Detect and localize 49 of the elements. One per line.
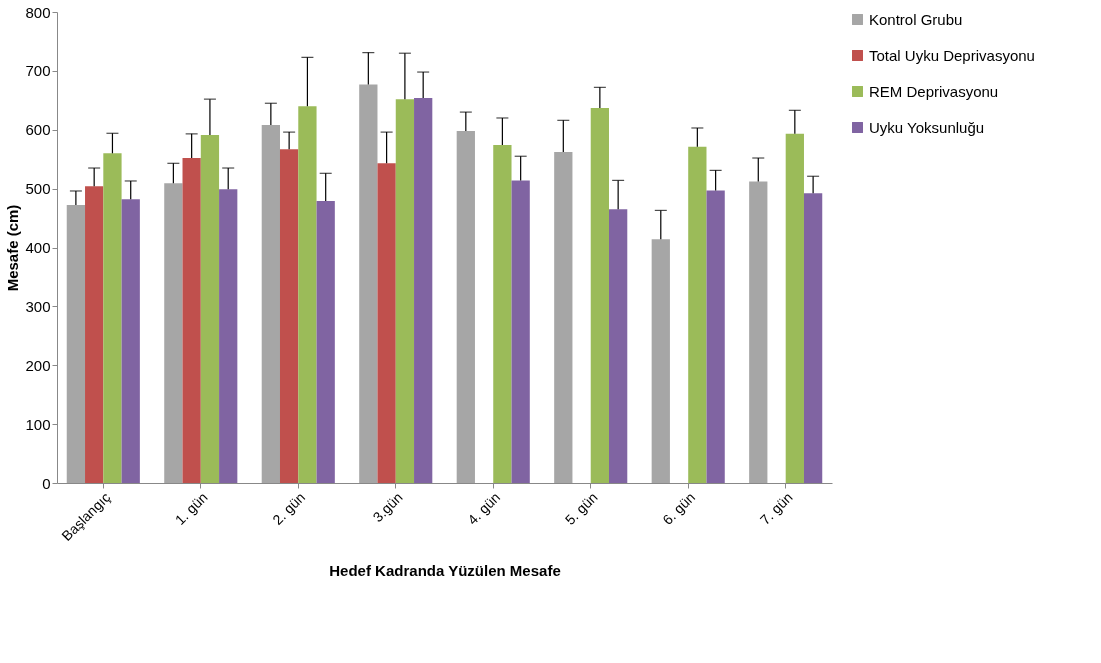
bar	[219, 189, 238, 483]
bar	[261, 125, 280, 483]
y-tick-label: 700	[25, 62, 51, 80]
legend-label: Uyku Yoksunluğu	[869, 118, 985, 136]
bar	[609, 209, 628, 483]
x-tick-label: 5. gün	[561, 489, 601, 528]
bar	[706, 190, 725, 483]
y-tick-label: 600	[25, 121, 51, 139]
x-tick-label: 2. gün	[269, 489, 309, 528]
y-tick-label: 100	[25, 415, 51, 433]
bar	[590, 107, 609, 483]
bar	[359, 84, 378, 483]
bar	[182, 158, 201, 483]
y-tick-label: 0	[42, 474, 51, 492]
bar	[688, 146, 707, 483]
x-axis-title: Hedef Kadranda Yüzülen Mesafe	[329, 561, 561, 579]
bar	[456, 130, 475, 483]
bar	[803, 193, 823, 483]
legend-label: REM Deprivasyonu	[869, 82, 999, 100]
bar	[121, 199, 140, 483]
bar	[85, 186, 104, 483]
y-tick-label: 500	[25, 180, 51, 198]
bar	[511, 180, 530, 483]
x-tick-label: 4. gün	[464, 489, 504, 528]
bar	[749, 181, 768, 483]
y-tick-label: 800	[25, 3, 51, 21]
y-tick-label: 300	[25, 297, 51, 315]
y-tick-label: 400	[25, 239, 51, 256]
bar	[554, 152, 573, 483]
bar	[651, 239, 670, 483]
legend-label: Kontrol Grubu	[869, 10, 963, 28]
x-tick-label: 6. gün	[659, 489, 699, 528]
bar	[785, 133, 804, 483]
y-axis-title: Mesafe (cm)	[4, 204, 22, 292]
bar	[493, 145, 512, 483]
legend-label: Total Uyku Deprivasyonu	[869, 46, 1035, 64]
bar	[66, 205, 86, 483]
bar	[395, 99, 415, 483]
x-tick-label: 7. gün	[756, 489, 796, 528]
y-tick-label: 200	[25, 356, 51, 374]
bar	[377, 163, 396, 483]
bar	[280, 149, 299, 483]
bar	[103, 153, 122, 483]
bar	[298, 106, 317, 483]
bar	[414, 97, 433, 483]
bar	[200, 135, 220, 483]
bar	[316, 200, 335, 483]
bar	[164, 183, 183, 483]
x-tick-label: 1. gün	[171, 489, 211, 528]
